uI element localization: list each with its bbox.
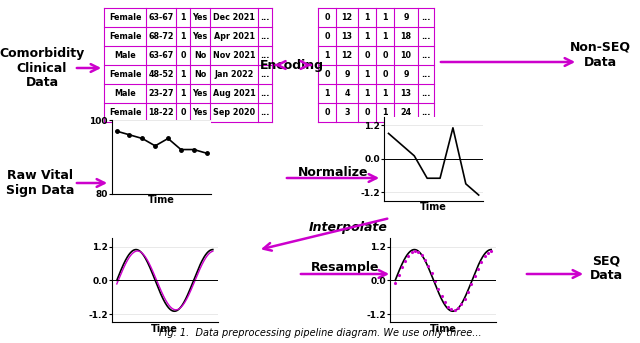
Text: Non-SEQ
Data: Non-SEQ Data: [570, 41, 630, 69]
Text: Yes: Yes: [193, 89, 207, 98]
Text: ...: ...: [260, 51, 269, 60]
Text: ...: ...: [421, 13, 431, 22]
Text: 1: 1: [180, 32, 186, 41]
Text: 0: 0: [324, 32, 330, 41]
Text: 9: 9: [344, 70, 349, 79]
Text: ...: ...: [421, 70, 431, 79]
Text: No: No: [194, 51, 206, 60]
Text: 4: 4: [344, 89, 349, 98]
Text: Sep 2020: Sep 2020: [213, 108, 255, 117]
Text: Comorbidity
Clinical
Data: Comorbidity Clinical Data: [0, 47, 84, 90]
Text: 13: 13: [401, 89, 412, 98]
Text: 1: 1: [180, 70, 186, 79]
Text: 0: 0: [382, 51, 388, 60]
Text: ...: ...: [421, 32, 431, 41]
Text: SEQ
Data: SEQ Data: [589, 254, 623, 282]
Text: Interpolate: Interpolate: [308, 222, 387, 235]
Text: Dec 2021: Dec 2021: [213, 13, 255, 22]
Text: 0: 0: [382, 70, 388, 79]
Text: Normalize: Normalize: [298, 166, 368, 179]
Text: 0: 0: [180, 108, 186, 117]
Text: 18-22: 18-22: [148, 108, 174, 117]
X-axis label: Time: Time: [148, 195, 175, 205]
Text: 23-27: 23-27: [148, 89, 173, 98]
Text: Male: Male: [114, 89, 136, 98]
Text: 1: 1: [324, 51, 330, 60]
Text: 0: 0: [180, 51, 186, 60]
Text: 24: 24: [401, 108, 412, 117]
Text: 0: 0: [324, 108, 330, 117]
Text: 1: 1: [364, 13, 370, 22]
X-axis label: Time: Time: [152, 324, 178, 334]
X-axis label: Time: Time: [430, 324, 456, 334]
Text: 1: 1: [364, 89, 370, 98]
Text: 68-72: 68-72: [148, 32, 173, 41]
Text: ...: ...: [260, 32, 269, 41]
Text: Female: Female: [109, 13, 141, 22]
Text: 9: 9: [403, 70, 409, 79]
Text: Female: Female: [109, 70, 141, 79]
Text: 0: 0: [324, 13, 330, 22]
Text: 63-67: 63-67: [148, 13, 173, 22]
Text: 10: 10: [401, 51, 412, 60]
Text: Raw Vital
Sign Data: Raw Vital Sign Data: [6, 169, 74, 197]
Text: 1: 1: [364, 32, 370, 41]
Text: 1: 1: [364, 70, 370, 79]
Text: 1: 1: [382, 108, 388, 117]
Text: 1: 1: [324, 89, 330, 98]
Text: ...: ...: [260, 89, 269, 98]
Text: 1: 1: [382, 13, 388, 22]
Text: 13: 13: [342, 32, 353, 41]
Text: 3: 3: [344, 108, 349, 117]
Text: 12: 12: [341, 51, 353, 60]
Text: 0: 0: [364, 51, 370, 60]
Text: 0: 0: [364, 108, 370, 117]
Text: ...: ...: [260, 70, 269, 79]
Text: Female: Female: [109, 108, 141, 117]
Text: Yes: Yes: [193, 108, 207, 117]
Text: Aug 2021: Aug 2021: [212, 89, 255, 98]
Text: 1: 1: [180, 13, 186, 22]
Text: No: No: [194, 70, 206, 79]
Text: 1: 1: [382, 89, 388, 98]
X-axis label: Time: Time: [420, 202, 447, 212]
Text: 63-67: 63-67: [148, 51, 173, 60]
Text: Fig. 1.  Data preprocessing pipeline diagram. We use only three...: Fig. 1. Data preprocessing pipeline diag…: [159, 328, 481, 338]
Text: 0: 0: [324, 70, 330, 79]
Text: 9: 9: [403, 13, 409, 22]
Text: ...: ...: [421, 51, 431, 60]
Text: ...: ...: [421, 108, 431, 117]
Text: ...: ...: [260, 108, 269, 117]
Text: Resample: Resample: [311, 261, 380, 274]
Text: 1: 1: [382, 32, 388, 41]
Text: 18: 18: [401, 32, 412, 41]
Text: Jan 2022: Jan 2022: [214, 70, 253, 79]
Text: Male: Male: [114, 51, 136, 60]
Text: Nov 2021: Nov 2021: [212, 51, 255, 60]
Text: Apr 2021: Apr 2021: [214, 32, 255, 41]
Text: 48-52: 48-52: [148, 70, 173, 79]
Text: 12: 12: [341, 13, 353, 22]
Text: Yes: Yes: [193, 13, 207, 22]
Text: Encoding: Encoding: [260, 59, 324, 71]
Text: ...: ...: [421, 89, 431, 98]
Text: Female: Female: [109, 32, 141, 41]
Text: ...: ...: [260, 13, 269, 22]
Text: Yes: Yes: [193, 32, 207, 41]
Text: 1: 1: [180, 89, 186, 98]
